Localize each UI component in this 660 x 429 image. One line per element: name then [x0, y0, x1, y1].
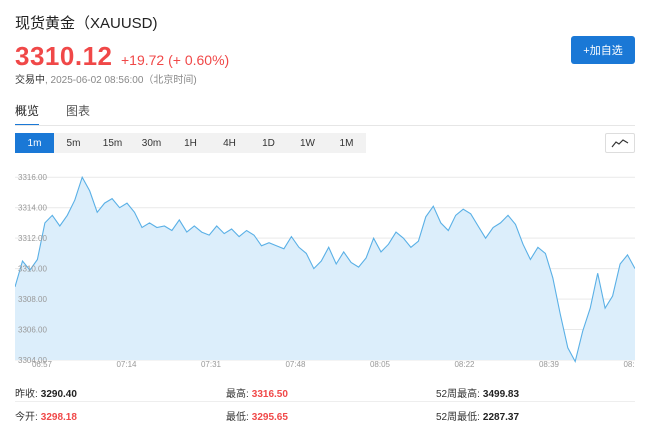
x-tick-label: 08:05	[370, 360, 391, 369]
view-tabs: 概览 图表	[15, 102, 117, 126]
stats-row: 昨收: 3290.40 最高: 3316.50 52周最高: 3499.83	[15, 380, 635, 402]
stat-52w-low: 52周最低: 2287.37	[436, 412, 520, 423]
add-to-watchlist-button[interactable]: +加自选	[571, 36, 635, 64]
x-tick-label: 07:14	[116, 360, 137, 369]
range-1h[interactable]: 1H	[184, 137, 197, 149]
range-1w[interactable]: 1W	[300, 137, 315, 149]
price-chart[interactable]: 3316.00 3314.00 3312.00 3310.00 3308.00 3306.…	[15, 160, 635, 370]
trading-status-label: 交易中	[15, 75, 45, 86]
y-axis: 3316.00 3314.00 3312.00 3310.00 3308.00 3306.…	[18, 173, 47, 365]
range-30m[interactable]: 30m	[141, 137, 162, 149]
tab-divider	[15, 125, 635, 126]
stat-52w-high: 52周最高: 3499.83	[436, 389, 520, 400]
y-tick-label: 3314.00	[18, 204, 47, 213]
x-tick-label: 07:48	[285, 360, 306, 369]
chart-type-button[interactable]	[605, 133, 635, 153]
tab-chart[interactable]: 图表	[66, 104, 91, 118]
time-range-selector: 1m 5m 15m 30m 1H 4H 1D 1W 1M	[15, 133, 366, 153]
price-area	[15, 177, 635, 362]
stat-high: 最高: 3316.50	[226, 389, 288, 400]
range-15m[interactable]: 15m	[102, 137, 123, 149]
stat-prev-close: 昨收: 3290.40	[15, 389, 77, 400]
range-5m[interactable]: 5m	[66, 137, 81, 149]
x-tick-label: 07:31	[201, 360, 222, 369]
y-tick-label: 3306.00	[18, 326, 47, 335]
x-tick-label: 08:22	[454, 360, 475, 369]
range-1mo[interactable]: 1M	[339, 137, 354, 149]
x-tick-label: 08:56	[623, 360, 635, 369]
y-tick-label: 3312.00	[18, 234, 47, 243]
trading-status: 交易中, 2025-06-02 08:56:00（北京时间)	[15, 71, 197, 86]
x-axis: 06:57 07:14 07:31 07:48 08:05 08:22 08:39 08:56	[32, 360, 635, 369]
y-tick-label: 3308.00	[18, 295, 47, 304]
range-1d[interactable]: 1D	[262, 137, 275, 149]
price-line	[15, 175, 635, 364]
stat-open: 今开: 3298.18	[15, 412, 77, 423]
y-tick-label: 3310.00	[18, 265, 47, 274]
range-1m[interactable]: 1m	[15, 133, 54, 153]
stats-row: 今开: 3298.18 最低: 3295.65 52周最低: 2287.37	[15, 403, 635, 425]
instrument-title: 现货黄金（XAUUSD)	[15, 15, 158, 32]
y-tick-label: 3304.00	[18, 356, 47, 365]
current-price: 3310.12	[15, 41, 113, 71]
line-chart-icon	[611, 139, 629, 148]
range-4h[interactable]: 4H	[223, 137, 236, 149]
x-tick-label: 08:39	[539, 360, 560, 369]
trading-status-time: , 2025-06-02 08:56:00（北京时间)	[45, 75, 197, 86]
y-tick-label: 3316.00	[18, 173, 47, 182]
x-tick-label: 06:57	[32, 360, 53, 369]
price-change: +19.72 (+ 0.60%)	[121, 52, 230, 68]
tab-overview[interactable]: 概览	[15, 102, 40, 126]
stat-low: 最低: 3295.65	[226, 412, 288, 423]
